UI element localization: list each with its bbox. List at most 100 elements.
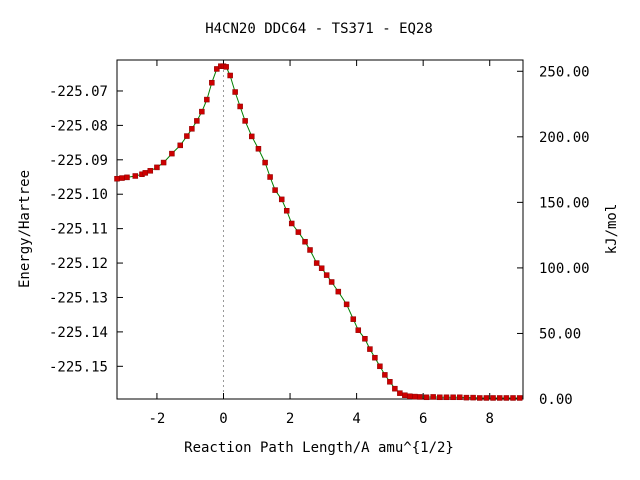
- data-point-marker: [457, 394, 463, 401]
- y2-tick-label: 50.00: [539, 326, 581, 342]
- data-point-marker: [423, 394, 430, 401]
- data-point-marker: [450, 394, 456, 401]
- x-tick-label: 4: [352, 411, 360, 427]
- data-point-marker: [124, 174, 130, 181]
- data-point-marker: [328, 279, 335, 285]
- y-axis-ticks: -225.07 -225.08 -225.09 -225.10 -225.11 -225.…: [49, 84, 123, 375]
- data-point-marker: [278, 196, 285, 203]
- data-point-marker: [397, 390, 403, 396]
- data-point-marker: [223, 64, 229, 70]
- data-point-marker: [272, 187, 278, 193]
- data-point-marker: [350, 316, 357, 322]
- y-tick-label: -225.08: [49, 118, 108, 134]
- data-point-marker: [412, 393, 418, 400]
- data-point-marker: [142, 170, 149, 176]
- data-point-marker: [214, 66, 220, 72]
- data-point-marker: [307, 247, 313, 253]
- x-tick-label: 8: [486, 411, 494, 427]
- data-point-marker: [443, 394, 450, 401]
- data-point-marker: [194, 118, 200, 124]
- y2-tick-label: 150.00: [539, 195, 590, 211]
- data-point-marker: [343, 301, 350, 308]
- data-point-marker: [204, 96, 210, 103]
- data-point-marker: [417, 394, 423, 400]
- data-point-marker: [288, 220, 295, 227]
- data-point-marker: [490, 395, 496, 401]
- data-point-marker: [160, 159, 167, 166]
- data-point-marker: [189, 126, 195, 132]
- y2-tick-label: 0.00: [539, 392, 573, 408]
- data-point-marker: [262, 159, 268, 166]
- data-point-marker: [362, 336, 368, 342]
- data-point-marker: [242, 118, 248, 124]
- y-tick-label: -225.09: [49, 153, 108, 169]
- series-line: [116, 65, 520, 399]
- y-tick-label: -225.13: [49, 290, 108, 306]
- chart-title: H4CN20 DDC64 - TS371 - EQ28: [205, 21, 433, 37]
- y2-axis-label: kJ/mol: [604, 204, 620, 255]
- data-point-marker: [437, 394, 443, 401]
- y-tick-label: -225.14: [49, 325, 108, 341]
- data-point-marker: [503, 395, 510, 401]
- data-point-marker: [227, 72, 233, 79]
- data-point-marker: [119, 175, 125, 181]
- data-point-marker: [232, 89, 238, 95]
- data-point-marker: [302, 238, 308, 245]
- data-point-marker: [387, 379, 393, 385]
- y-tick-label: -225.12: [49, 256, 108, 272]
- y2-tick-label: 250.00: [539, 64, 590, 80]
- data-point-marker: [335, 288, 342, 295]
- y2-axis-ticks: 250.00 200.00 150.00 100.00 50.00 0.00: [517, 64, 590, 408]
- data-point-marker: [407, 393, 413, 399]
- y-tick-label: -225.10: [49, 187, 108, 203]
- data-point-marker: [463, 394, 470, 401]
- data-point-marker: [318, 265, 325, 271]
- data-point-marker: [510, 395, 516, 401]
- x-tick-label: -2: [149, 411, 166, 427]
- x-tick-label: 0: [219, 411, 227, 427]
- data-point-marker: [516, 395, 523, 401]
- data-point-marker: [177, 142, 183, 149]
- x-tick-label: 2: [286, 411, 294, 427]
- data-point-marker: [470, 394, 476, 401]
- data-point-marker: [483, 395, 490, 401]
- data-point-marker: [355, 327, 362, 333]
- data-point-marker: [392, 385, 398, 392]
- data-point-marker: [372, 354, 378, 361]
- data-point-marker: [295, 229, 302, 235]
- y-axis-label: Energy/Hartree: [17, 170, 33, 288]
- data-point-marker: [323, 272, 330, 278]
- data-point-marker: [237, 103, 243, 110]
- data-point-marker: [402, 392, 408, 398]
- data-point-marker: [367, 346, 373, 352]
- data-point-marker: [132, 173, 139, 179]
- data-point-marker: [147, 168, 154, 174]
- data-point-marker: [199, 108, 205, 115]
- series-markers: [114, 63, 523, 401]
- data-point-marker: [209, 79, 215, 86]
- data-point-marker: [476, 395, 483, 401]
- y-tick-label: -225.07: [49, 84, 108, 100]
- y2-tick-label: 200.00: [539, 130, 590, 146]
- data-point-marker: [377, 363, 383, 370]
- x-tick-label: 6: [419, 411, 427, 427]
- y2-tick-label: 100.00: [539, 261, 590, 277]
- data-point-marker: [382, 372, 388, 378]
- x-axis-label: Reaction Path Length/A amu^{1/2}: [184, 440, 454, 456]
- data-point-marker: [283, 207, 290, 214]
- data-point-marker: [154, 164, 160, 171]
- data-point-marker: [267, 174, 273, 180]
- data-point-marker: [255, 146, 262, 152]
- x-axis-ticks: -2 0 2 4 6 8: [149, 60, 494, 427]
- data-point-marker: [249, 133, 255, 140]
- y-tick-label: -225.11: [49, 222, 108, 238]
- y-tick-label: -225.15: [49, 359, 108, 375]
- data-point-marker: [169, 150, 175, 157]
- data-point-marker: [313, 260, 320, 266]
- plot-frame: [116, 59, 524, 400]
- data-point-marker: [114, 175, 120, 182]
- data-point-marker: [184, 133, 190, 139]
- data-point-marker: [430, 394, 436, 400]
- data-point-marker: [496, 395, 503, 401]
